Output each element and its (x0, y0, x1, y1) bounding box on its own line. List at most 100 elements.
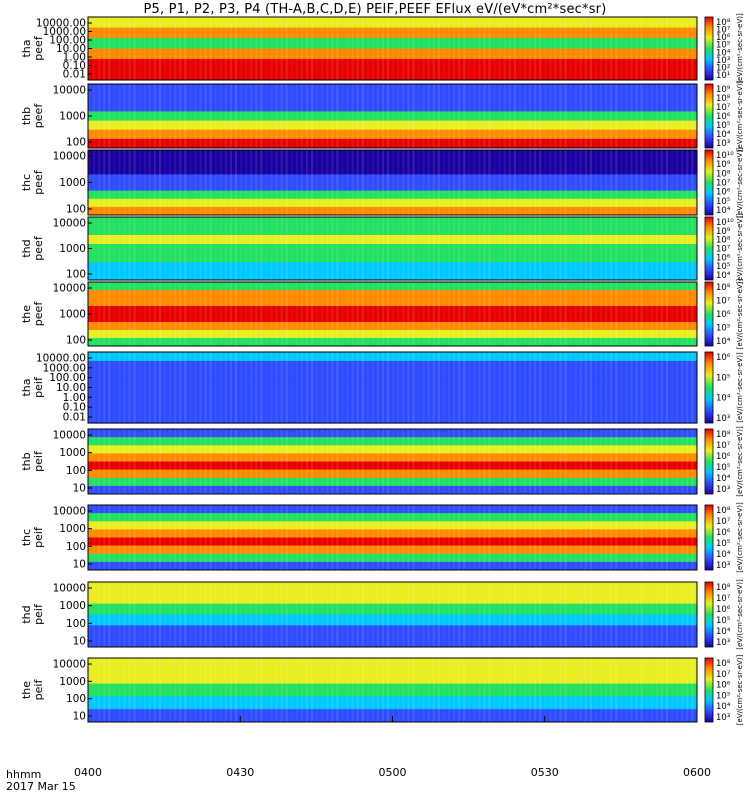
heatmap-texture (280, 282, 283, 346)
heatmap-texture (260, 352, 263, 423)
heatmap-texture (625, 505, 628, 570)
heatmap-texture (133, 352, 136, 423)
heatmap-texture (635, 217, 638, 280)
heatmap-texture (285, 282, 288, 346)
heatmap-texture (635, 658, 638, 722)
colorbar-units-label: [eV/(cm²-sec-sr-eV)] (736, 147, 744, 218)
heatmap-texture (681, 505, 684, 570)
heatmap-texture (625, 217, 628, 280)
heatmap-texture (174, 282, 177, 346)
heatmap-texture (275, 150, 278, 215)
heatmap-texture (270, 17, 273, 80)
heatmap-texture (98, 352, 101, 423)
colorbar-tick-label: 10⁸ (716, 236, 731, 246)
heatmap-texture (250, 17, 253, 80)
heatmap-texture (382, 582, 385, 647)
heatmap-texture (589, 352, 592, 423)
heatmap-texture (153, 282, 156, 346)
heatmap-texture (300, 150, 303, 215)
heatmap-texture (371, 150, 374, 215)
heatmap-texture (448, 282, 450, 346)
heatmap-texture (544, 429, 547, 494)
y-axis-label: thapeif (20, 376, 45, 398)
heatmap-texture (306, 582, 308, 647)
heatmap-texture (498, 658, 501, 722)
heatmap-texture (691, 84, 694, 148)
heatmap-texture (103, 150, 106, 215)
heatmap-band (88, 352, 697, 362)
colorbar (704, 216, 714, 281)
heatmap-texture (194, 150, 197, 215)
colorbar-units-label: [eV/(cm²-sec-sr-eV)] (736, 13, 744, 84)
heatmap-texture (214, 658, 217, 722)
heatmap-texture (630, 658, 633, 722)
colorbar-tick-label: 10⁷ (716, 179, 731, 189)
heatmap-texture (534, 217, 537, 280)
heatmap-texture (666, 282, 668, 346)
heatmap-texture (184, 282, 187, 346)
heatmap-texture (346, 217, 349, 280)
heatmap-texture (681, 217, 684, 280)
heatmap-texture (285, 658, 288, 722)
heatmap-texture (666, 582, 668, 647)
y-tick-label: 0.01 (63, 412, 86, 424)
y-tick-label: 100 (66, 541, 86, 553)
heatmap-texture (620, 17, 623, 80)
heatmap-texture (245, 352, 248, 423)
heatmap-texture (605, 217, 608, 280)
heatmap-texture (488, 658, 491, 722)
heatmap-texture (488, 352, 491, 423)
heatmap-texture (427, 150, 430, 215)
heatmap-texture (214, 84, 217, 148)
heatmap-texture (316, 17, 319, 80)
heatmap-texture (666, 84, 668, 148)
y-tick-label: 1000 (59, 243, 86, 255)
heatmap-texture (306, 352, 308, 423)
x-tick-label: 0530 (531, 766, 559, 779)
heatmap-texture (681, 17, 684, 80)
heatmap-texture (148, 658, 151, 722)
heatmap-texture (235, 429, 237, 494)
heatmap-texture (128, 658, 131, 722)
heatmap-texture (250, 150, 253, 215)
heatmap-texture (316, 282, 319, 346)
colorbar-tick-label: 10⁸ (716, 283, 731, 293)
heatmap-texture (513, 84, 516, 148)
colorbar-tick-label: 10³ (716, 561, 730, 571)
heatmap-texture (519, 150, 521, 215)
heatmap-texture (493, 217, 496, 280)
colorbar-tick-label: 10⁴ (716, 48, 731, 58)
heatmap-texture (245, 17, 248, 80)
colorbar-tick-label: 10⁶ (716, 188, 731, 198)
heatmap-texture (564, 352, 567, 423)
heatmap-texture (579, 150, 582, 215)
heatmap-texture (179, 658, 182, 722)
heatmap-texture (407, 84, 410, 148)
heatmap-texture (574, 282, 577, 346)
heatmap-texture (382, 505, 385, 570)
heatmap-texture (260, 150, 263, 215)
heatmap-texture (671, 658, 674, 722)
heatmap-texture (179, 150, 182, 215)
heatmap-texture (559, 84, 562, 148)
heatmap-texture (341, 582, 344, 647)
heatmap-texture (544, 84, 547, 148)
colorbar-tick-label: 10⁵ (716, 41, 730, 51)
heatmap-texture (230, 505, 232, 570)
heatmap-texture (341, 505, 344, 570)
heatmap-texture (660, 658, 663, 722)
heatmap-texture (605, 658, 608, 722)
heatmap-texture (422, 352, 425, 423)
heatmap-texture (245, 658, 248, 722)
heatmap-texture (382, 658, 385, 722)
colorbar-tick-label: 10³ (716, 414, 730, 424)
heatmap-texture (437, 282, 440, 346)
heatmap-texture (316, 429, 319, 494)
heatmap-texture (346, 505, 349, 570)
heatmap-texture (519, 429, 521, 494)
heatmap-texture (569, 505, 572, 570)
heatmap-texture (691, 17, 694, 80)
heatmap-texture (524, 17, 526, 80)
heatmap-texture (321, 84, 324, 148)
heatmap-texture (630, 150, 633, 215)
